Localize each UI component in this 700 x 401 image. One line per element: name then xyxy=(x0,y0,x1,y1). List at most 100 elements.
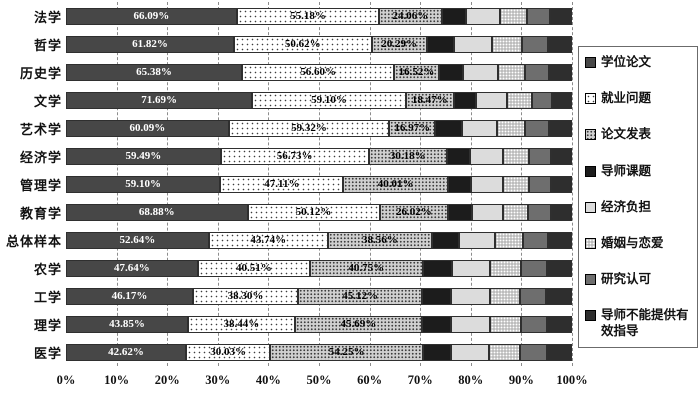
bar-segment xyxy=(432,231,460,249)
bar-segment xyxy=(451,343,489,361)
bar-segment xyxy=(421,315,452,333)
bar-segment: 50.62% xyxy=(233,35,372,53)
bar-segment xyxy=(552,91,572,109)
category-label: 教育学 xyxy=(19,205,62,221)
bar-segment xyxy=(466,7,500,25)
bar-segment: 60.09% xyxy=(66,119,229,137)
bar-value-label: 68.88% xyxy=(138,206,175,218)
bar-row: 艺术学 60.09% 59.32% 16.97% xyxy=(0,114,574,142)
category-label: 医学 xyxy=(33,345,62,361)
bar-row: 教育学 68.88% 50.12% 26.02% xyxy=(0,198,574,226)
bar-value-label: 42.62% xyxy=(108,346,144,358)
bar-value-label: 26.02% xyxy=(395,206,432,218)
bar-row: 理学 43.85% 38.44% 45.69% xyxy=(0,310,574,338)
bar-value-label: 24.06% xyxy=(392,10,429,22)
bar-segment xyxy=(497,119,525,137)
legend-item: 论文发表 xyxy=(585,127,692,142)
bar-segment xyxy=(499,7,527,25)
bar-segment: 18.47% xyxy=(405,91,454,109)
bar-value-label: 40.75% xyxy=(348,262,385,274)
bar-segment xyxy=(489,287,520,305)
x-tick-label: 20% xyxy=(154,373,180,387)
x-tick-label: 40% xyxy=(255,373,281,387)
bar-segment: 59.10% xyxy=(66,175,221,193)
bar-segment xyxy=(545,287,572,305)
bar-segment xyxy=(524,63,550,81)
legend-item: 研究认可 xyxy=(585,272,692,287)
bar-value-label: 59.10% xyxy=(311,94,347,106)
bar-value-label: 30.03% xyxy=(210,346,246,358)
bar-segment xyxy=(549,63,572,81)
bar-segment xyxy=(470,147,503,165)
bar-segment xyxy=(503,147,530,165)
bar-segment: 59.32% xyxy=(228,119,390,137)
bar-track: 66.09% 55.18% 24.06% xyxy=(66,7,572,25)
bar-row: 经济学 59.49% 56.73% 30.18% xyxy=(0,142,574,170)
bar-segment xyxy=(546,343,572,361)
legend-label: 论文发表 xyxy=(601,127,652,142)
legend-swatch xyxy=(585,201,596,213)
category-label: 总体样本 xyxy=(5,233,62,249)
bar-segment xyxy=(519,287,546,305)
bar-segment xyxy=(471,203,504,221)
bar-segment xyxy=(453,91,476,109)
bar-value-label: 38.56% xyxy=(362,234,398,246)
bar-segment: 66.09% xyxy=(66,7,237,25)
bar-segment xyxy=(520,259,548,277)
bar-value-label: 61.82% xyxy=(132,38,168,50)
bar-value-label: 40.01% xyxy=(377,178,414,190)
x-axis: 0% 10% 20% 30% 40% 50% 60% 70% 80% 90% 100% xyxy=(57,373,588,391)
bar-segment xyxy=(489,343,520,361)
bar-track: 61.82% 50.62% 20.29% xyxy=(66,35,572,53)
bar-segment xyxy=(497,63,525,81)
bar-track: 46.17% 38.30% 45.12% xyxy=(66,287,572,305)
category-label: 历史学 xyxy=(19,65,62,81)
bar-segment: 45.69% xyxy=(294,315,422,333)
bar-value-label: 56.73% xyxy=(276,150,313,162)
bar-value-label: 38.30% xyxy=(227,290,264,302)
bar-track: 47.64% 40.51% 40.75% xyxy=(66,259,572,277)
legend-item: 就业问题 xyxy=(585,91,692,106)
bar-segment xyxy=(459,231,495,249)
bar-row: 哲学 61.82% 50.62% 20.29% xyxy=(0,30,574,58)
legend-item: 经济负担 xyxy=(585,200,692,215)
bar-segment xyxy=(519,343,547,361)
bar-value-label: 45.12% xyxy=(342,290,379,302)
bar-segment xyxy=(462,119,498,137)
bar-value-label: 60.09% xyxy=(129,122,166,134)
category-label: 农学 xyxy=(33,261,62,277)
bar-value-label: 47.64% xyxy=(114,262,150,274)
bar-segment: 47.11% xyxy=(220,175,344,193)
category-label: 法学 xyxy=(33,9,62,25)
bar-segment xyxy=(547,259,572,277)
legend-swatch xyxy=(585,238,596,250)
legend-label: 学位论文 xyxy=(601,55,652,69)
bar-segment xyxy=(448,203,472,221)
bar-track: 65.38% 56.60% 16.52% xyxy=(66,63,572,81)
bar-segment xyxy=(451,287,490,305)
bar-segment: 68.88% xyxy=(66,203,248,221)
bar-value-label: 45.69% xyxy=(340,318,377,330)
bar-segment: 59.49% xyxy=(66,147,221,165)
bar-segment: 30.03% xyxy=(185,343,271,361)
bar-segment xyxy=(475,91,507,109)
bar-segment: 55.18% xyxy=(236,7,380,25)
bar-segment xyxy=(551,147,572,165)
bar-track: 71.69% 59.10% 18.47% xyxy=(66,91,572,109)
x-tick-label: 70% xyxy=(407,373,433,387)
bar-segment xyxy=(523,231,548,249)
bar-value-label: 65.38% xyxy=(136,66,172,78)
bar-segment xyxy=(491,35,522,53)
bar-segment xyxy=(503,203,529,221)
legend-item: 学位论文 xyxy=(585,55,692,70)
bar-segment xyxy=(526,7,550,25)
bar-segment: 40.51% xyxy=(197,259,310,277)
bar-segment: 24.06% xyxy=(379,7,442,25)
bar-segment: 45.12% xyxy=(298,287,423,305)
bar-segment: 59.10% xyxy=(252,91,406,109)
x-tick-label: 80% xyxy=(458,373,484,387)
bar-track: 42.62% 30.03% 54.25% xyxy=(66,343,572,361)
legend-item: 婚姻与恋爱 xyxy=(585,236,692,251)
legend-label: 经济负担 xyxy=(601,199,652,214)
